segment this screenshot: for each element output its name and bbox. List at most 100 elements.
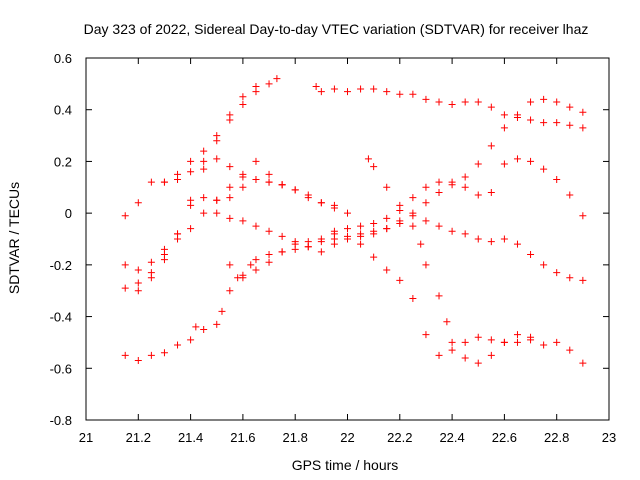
data-point xyxy=(553,269,561,277)
x-tick-label: 21.4 xyxy=(178,430,203,445)
x-tick-label: 22.8 xyxy=(544,430,569,445)
series-sat-9 xyxy=(312,82,587,132)
data-point xyxy=(409,194,417,202)
data-point xyxy=(317,88,325,96)
data-point xyxy=(579,124,587,132)
data-point xyxy=(527,98,535,106)
data-point xyxy=(265,258,273,266)
data-point xyxy=(553,119,561,127)
data-point xyxy=(278,232,286,240)
data-point xyxy=(566,121,574,129)
data-point xyxy=(239,170,247,178)
data-point xyxy=(435,178,443,186)
data-point xyxy=(265,251,273,259)
data-point xyxy=(448,338,456,346)
data-point xyxy=(200,326,208,333)
data-point xyxy=(474,160,482,168)
data-point xyxy=(513,240,521,248)
x-tick-label: 22.6 xyxy=(492,430,517,445)
data-point xyxy=(370,85,378,93)
data-point xyxy=(312,82,320,90)
x-tick-label: 23 xyxy=(602,430,616,445)
data-point xyxy=(187,157,195,165)
data-point xyxy=(147,258,155,266)
data-point xyxy=(540,119,548,127)
data-point xyxy=(409,90,417,98)
data-point xyxy=(474,191,482,199)
data-point xyxy=(213,320,221,328)
data-point xyxy=(121,351,129,359)
data-point xyxy=(513,155,521,163)
data-point xyxy=(448,101,456,109)
data-point xyxy=(160,349,168,357)
data-point xyxy=(443,318,451,326)
data-point xyxy=(500,111,508,119)
data-point xyxy=(417,240,425,248)
data-point xyxy=(461,230,469,238)
data-point xyxy=(579,212,587,220)
data-point xyxy=(357,240,365,248)
data-point xyxy=(396,219,404,227)
data-point xyxy=(461,98,469,106)
data-point xyxy=(435,98,443,106)
data-point xyxy=(566,274,574,282)
data-point xyxy=(553,98,561,106)
data-point xyxy=(540,341,548,349)
x-tick-label: 22.2 xyxy=(387,430,412,445)
data-point xyxy=(435,188,443,196)
data-point xyxy=(192,323,200,331)
data-point xyxy=(330,227,338,235)
data-point xyxy=(448,178,456,186)
data-point xyxy=(579,276,587,284)
data-point xyxy=(422,199,430,207)
series-sat-6 xyxy=(160,82,260,186)
data-point xyxy=(121,261,129,269)
data-point xyxy=(527,251,535,259)
data-point xyxy=(200,165,208,173)
data-point xyxy=(160,178,168,186)
data-point xyxy=(200,194,208,202)
data-point xyxy=(252,82,260,90)
data-point xyxy=(487,336,495,344)
data-point xyxy=(330,240,338,248)
y-axis: -0.8 -0.6 -0.4 -0.2 0 0.2 0.4 0.6 xyxy=(50,51,609,428)
data-point xyxy=(239,217,247,225)
series-sat-11 xyxy=(330,227,535,359)
data-point xyxy=(226,194,234,202)
data-point xyxy=(370,219,378,227)
data-point xyxy=(247,261,255,269)
data-point xyxy=(344,88,351,96)
data-point xyxy=(513,113,521,121)
data-point xyxy=(474,359,482,367)
data-point xyxy=(527,116,535,124)
data-point xyxy=(370,163,378,171)
data-point xyxy=(317,199,325,207)
data-point xyxy=(200,157,208,165)
data-point xyxy=(252,176,260,184)
data-point xyxy=(134,279,142,287)
data-point xyxy=(474,333,482,341)
data-point xyxy=(252,256,260,264)
x-tick-label: 21.6 xyxy=(230,430,255,445)
data-point xyxy=(174,341,182,349)
data-point xyxy=(134,287,142,295)
data-point xyxy=(226,111,234,119)
data-point xyxy=(435,222,443,230)
data-point xyxy=(344,225,351,233)
data-point xyxy=(265,227,273,235)
data-point xyxy=(461,354,469,362)
data-point xyxy=(487,188,495,196)
data-point xyxy=(579,108,587,116)
data-point xyxy=(513,338,521,346)
data-point xyxy=(278,181,286,189)
data-point xyxy=(187,196,195,204)
data-point xyxy=(357,222,365,230)
data-point xyxy=(500,124,508,132)
data-point xyxy=(566,346,574,354)
series-sat-1 xyxy=(121,95,587,365)
data-point xyxy=(147,178,155,186)
data-point xyxy=(448,227,456,235)
data-point xyxy=(422,331,430,339)
data-point xyxy=(383,266,391,274)
data-point xyxy=(213,155,221,163)
